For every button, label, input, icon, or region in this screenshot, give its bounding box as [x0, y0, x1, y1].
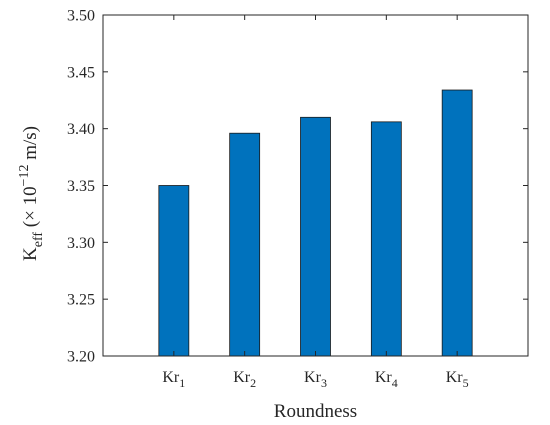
y-tick-label: 3.35 [67, 178, 95, 195]
x-tick-label-base: Kr [304, 369, 322, 386]
x-tick-label-kr2: Kr2 [233, 369, 256, 390]
x-tick-label-base: Kr [375, 369, 393, 386]
x-tick-label-subscript: 2 [250, 376, 256, 390]
x-tick-label-kr5: Kr5 [446, 369, 469, 390]
x-axis-title: Roundness [274, 401, 357, 422]
x-tick-label-kr1: Kr1 [162, 369, 185, 390]
y-tick-label: 3.50 [67, 8, 95, 25]
bar-kr3 [300, 116, 331, 357]
x-tick-label-base: Kr [162, 369, 180, 386]
y-axis-ticks: 3.20 3.25 3.30 3.35 3.40 3.45 3.50 [67, 8, 528, 366]
x-axis-ticks: Kr1 Kr2 Kr3 Kr4 Kr5 [162, 15, 469, 390]
y-tick-label: 3.40 [67, 121, 95, 138]
bars [158, 89, 473, 357]
y-axis-title-base: K [20, 247, 41, 261]
y-axis-title: Keff (× 10−12 m/s) [17, 126, 46, 261]
y-tick-label: 3.45 [67, 64, 95, 81]
y-axis-title-suffix: m/s) [20, 126, 41, 165]
bar-kr1 [158, 185, 190, 357]
x-tick-label-base: Kr [233, 369, 251, 386]
x-tick-label-kr4: Kr4 [375, 369, 398, 390]
y-tick-label: 3.25 [67, 292, 95, 309]
y-axis-title-subscript: eff [31, 232, 46, 248]
x-tick-label-subscript: 4 [392, 376, 398, 390]
x-tick-label-subscript: 3 [321, 376, 327, 390]
x-tick-label-base: Kr [446, 369, 464, 386]
y-axis-title-superscript: −12 [17, 165, 32, 187]
y-tick-label: 3.30 [67, 235, 95, 252]
x-tick-label-subscript: 5 [463, 376, 469, 390]
x-tick-label-kr3: Kr3 [304, 369, 327, 390]
y-axis-title-prefix: (× 10 [20, 186, 41, 232]
bar-kr4 [370, 121, 402, 357]
y-tick-label: 3.20 [67, 349, 95, 366]
bar-kr2 [229, 132, 261, 357]
x-tick-label-subscript: 1 [179, 376, 185, 390]
bar-kr5 [441, 89, 473, 357]
